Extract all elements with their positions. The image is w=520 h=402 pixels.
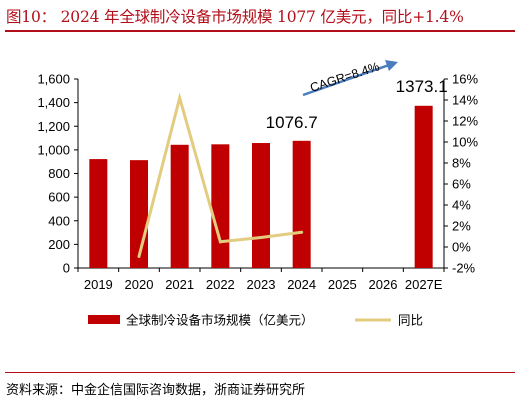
legend-line-label: 同比	[398, 314, 423, 328]
right-tick-label: 4%	[452, 198, 471, 213]
right-tick-label: -2%	[452, 261, 476, 276]
yoy-point-2022	[218, 240, 222, 244]
left-tick-label: 400	[48, 213, 70, 228]
legend-bar-label: 全球制冷设备市场规模（亿美元）	[126, 313, 314, 328]
footer-divider	[5, 372, 515, 373]
bar-2022	[211, 144, 230, 268]
left-tick-label: 600	[48, 190, 70, 205]
left-tick-label: 1,200	[37, 119, 70, 134]
x-tick-label: 2019	[84, 277, 113, 292]
left-tick-label: 200	[48, 237, 70, 252]
yoy-point-2024	[300, 230, 304, 234]
cagr-arrow-head	[385, 60, 398, 71]
left-tick-label: 1,600	[37, 72, 70, 87]
x-tick-label: 2023	[247, 277, 276, 292]
legend-bar-swatch	[88, 315, 120, 324]
yoy-point-2020	[137, 254, 141, 258]
yoy-point-2021	[178, 96, 182, 100]
x-tick-label: 2022	[206, 277, 235, 292]
bar-2027E	[414, 105, 433, 269]
bar-2019	[89, 159, 108, 268]
title-divider	[5, 30, 515, 32]
yoy-line	[137, 92, 304, 258]
right-tick-label: 14%	[452, 93, 478, 108]
right-tick-label: 2%	[452, 219, 471, 234]
left-tick-label: 1,000	[37, 142, 70, 157]
axes: 0 200 400 600 800 1,000 1,200 1,400 1,600 -2% 0% 2%…	[37, 72, 478, 293]
source-note: 资料来源：中金企信国际咨询数据，浙商证券研究所	[6, 383, 306, 398]
x-tick-label: 2021	[165, 277, 194, 292]
x-tick-label: 2027E	[405, 277, 443, 292]
bar-2024	[292, 140, 311, 268]
x-tick-label: 2020	[125, 277, 154, 292]
value-label-2024: 1076.7	[266, 113, 318, 132]
right-tick-label: 12%	[452, 114, 478, 129]
x-tick-label: 2025	[328, 277, 357, 292]
x-tick-label: 2024	[287, 277, 316, 292]
left-tick-label: 0	[63, 261, 70, 276]
left-tick-label: 1,400	[37, 95, 70, 110]
right-tick-label: 6%	[452, 177, 471, 192]
left-tick-label: 800	[48, 166, 70, 181]
right-tick-label: 8%	[452, 156, 471, 171]
bar-2023	[252, 143, 270, 268]
right-tick-label: 0%	[452, 240, 471, 255]
legend: 全球制冷设备市场规模（亿美元） 同比	[88, 313, 423, 328]
x-tick-label: 2026	[369, 277, 398, 292]
bar-2021	[170, 144, 189, 268]
yoy-point-2023	[259, 236, 263, 240]
right-tick-label: 16%	[452, 72, 478, 87]
cagr-label: CAGR=8.4%	[308, 59, 381, 95]
cagr-arrow-shaft	[302, 62, 393, 97]
figure-title: 图10： 2024 年全球制冷设备市场规模 1077 亿美元，同比+1.4%	[6, 8, 464, 26]
value-label-2027: 1373.1	[396, 77, 448, 96]
right-tick-label: 10%	[452, 135, 478, 150]
